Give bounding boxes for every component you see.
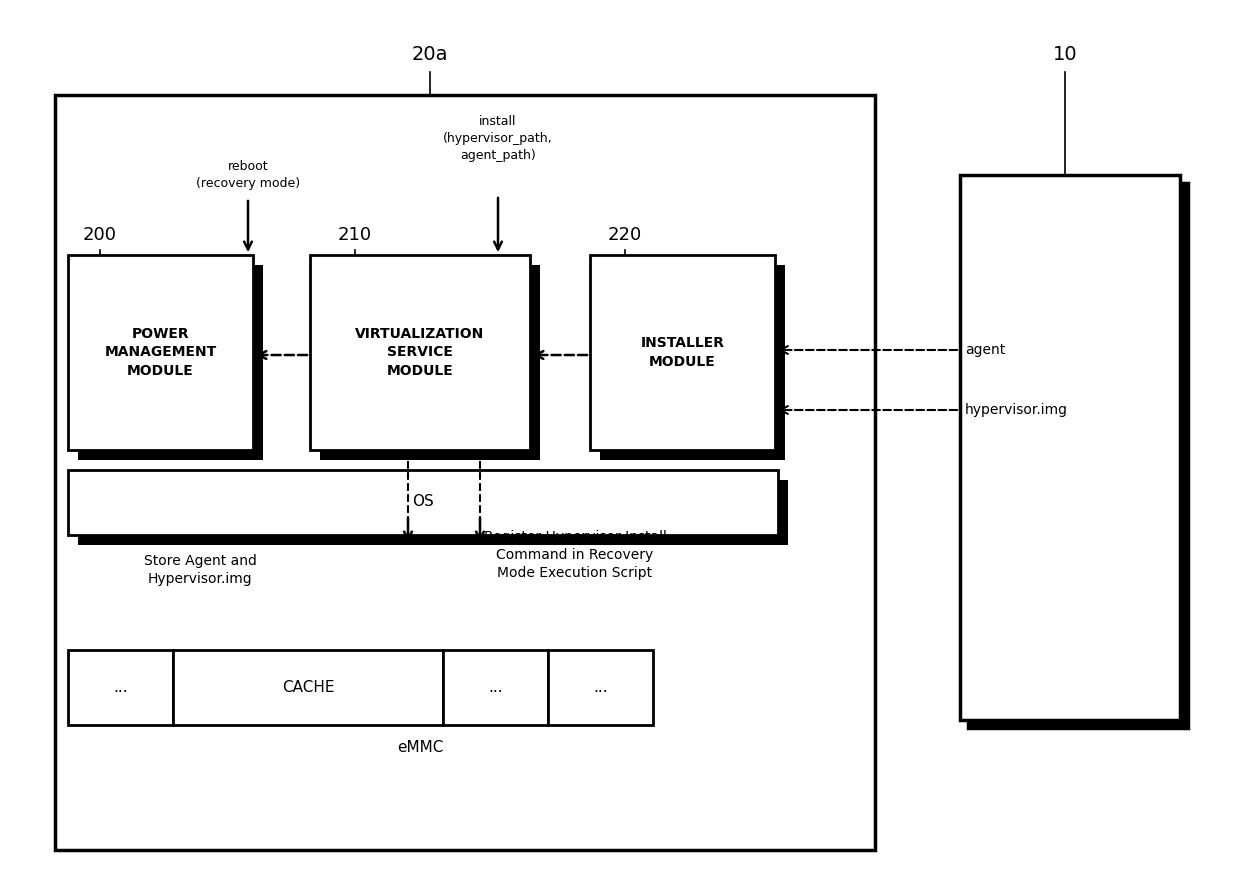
Text: 20a: 20a <box>412 45 448 64</box>
Text: 200: 200 <box>83 226 117 244</box>
Bar <box>174 650 443 725</box>
Text: eMMC: eMMC <box>397 740 443 755</box>
Bar <box>960 175 1180 720</box>
Text: VIRTUALIZATION
SERVICE
MODULE: VIRTUALIZATION SERVICE MODULE <box>356 327 485 378</box>
Bar <box>600 265 785 460</box>
Bar <box>68 255 253 450</box>
Text: ...: ... <box>593 680 608 695</box>
Text: 220: 220 <box>608 226 642 244</box>
Bar <box>320 265 539 460</box>
Bar <box>310 255 529 450</box>
Text: reboot
(recovery mode): reboot (recovery mode) <box>196 160 300 190</box>
Bar <box>78 265 263 460</box>
Text: Register Hypervisor Install
Command in Recovery
Mode Execution Script: Register Hypervisor Install Command in R… <box>484 529 666 580</box>
Text: hypervisor.img: hypervisor.img <box>965 403 1068 417</box>
Text: CACHE: CACHE <box>281 680 335 695</box>
Text: ...: ... <box>113 680 128 695</box>
Text: 210: 210 <box>339 226 372 244</box>
Bar <box>443 650 548 725</box>
Bar <box>68 650 174 725</box>
Bar <box>78 480 787 545</box>
Bar <box>68 470 777 535</box>
Bar <box>590 255 775 450</box>
Bar <box>55 95 875 850</box>
Text: agent: agent <box>965 343 1006 357</box>
Text: OS: OS <box>412 494 434 509</box>
Text: 10: 10 <box>1053 45 1078 64</box>
Bar <box>548 650 653 725</box>
Text: POWER
MANAGEMENT
MODULE: POWER MANAGEMENT MODULE <box>104 327 217 378</box>
Text: ...: ... <box>489 680 502 695</box>
Text: Store Agent and
Hypervisor.img: Store Agent and Hypervisor.img <box>144 554 257 587</box>
Text: INSTALLER
MODULE: INSTALLER MODULE <box>641 336 724 368</box>
Text: install
(hypervisor_path,
agent_path): install (hypervisor_path, agent_path) <box>443 115 553 162</box>
Bar <box>968 183 1188 728</box>
